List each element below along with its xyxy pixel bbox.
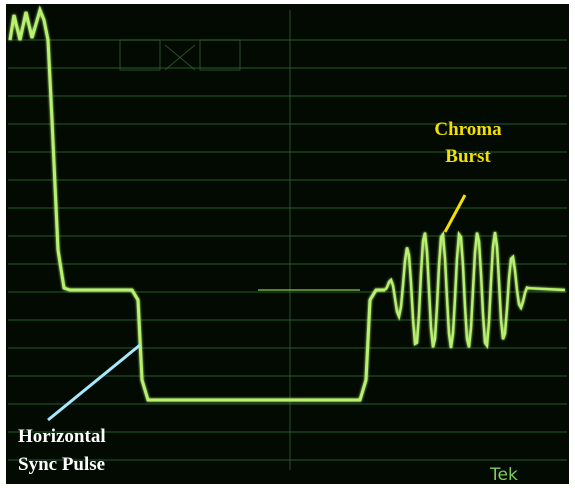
burst-label: Burst [445,146,491,167]
brand: Tek [489,465,518,485]
scope-photo: Chroma Burst Horizontal Sync Pulse Tek [0,0,575,488]
horizontal-label: Horizontal [18,426,106,447]
chroma-label: Chroma [434,119,502,140]
page: {"annotations": {"chroma_burst": ["Chrom… [0,0,575,488]
sync-pulse-label: Sync Pulse [18,454,105,475]
screen [6,4,569,484]
